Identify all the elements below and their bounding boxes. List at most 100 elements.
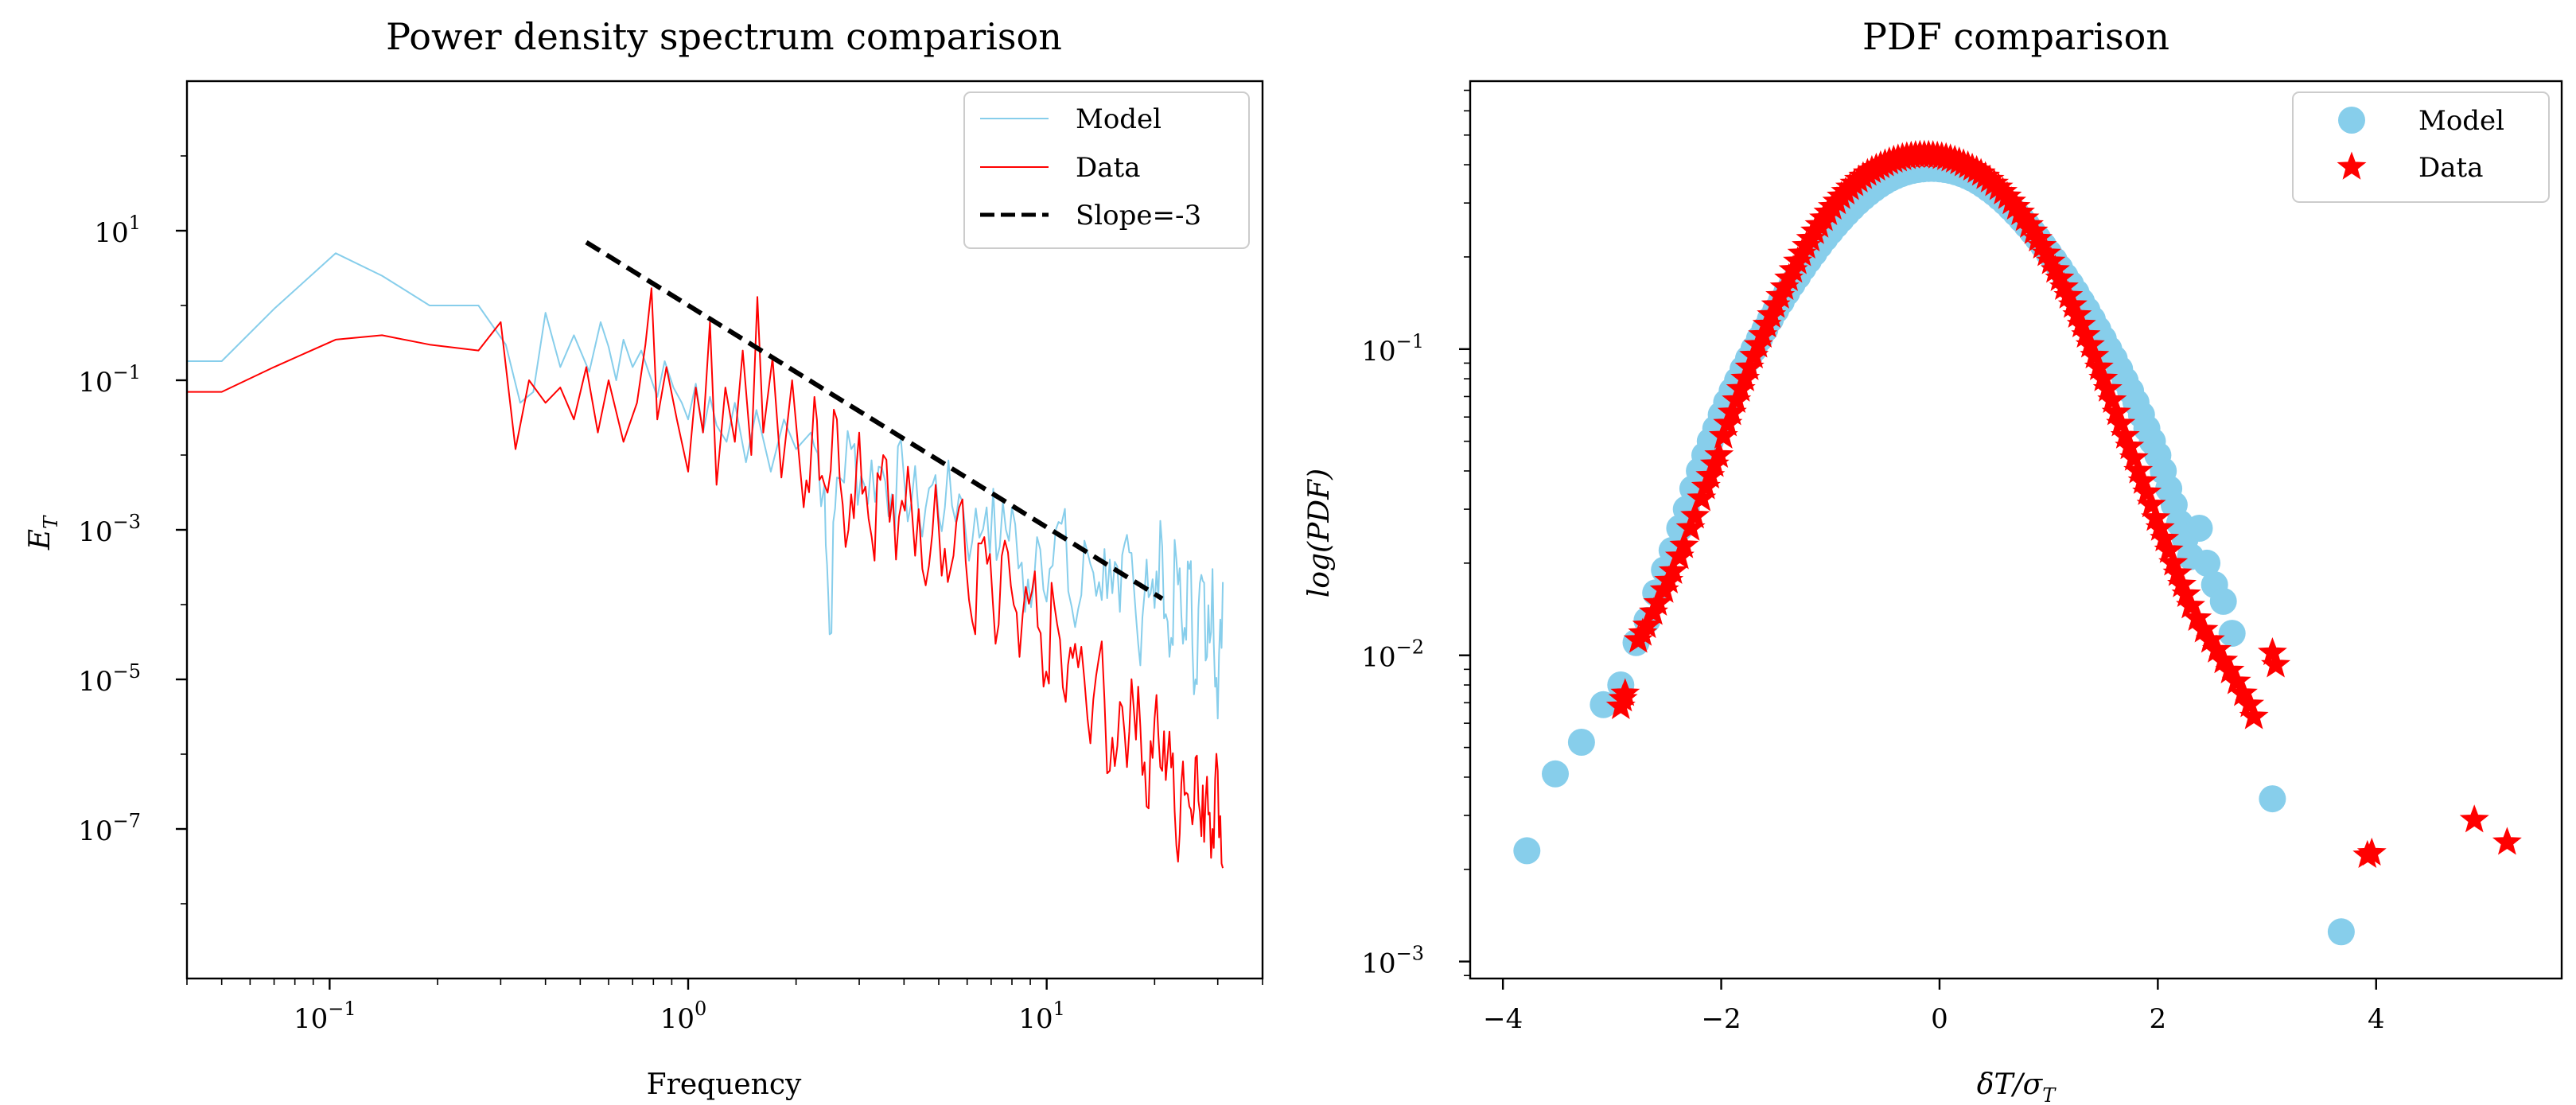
legend-swatch-data — [2337, 151, 2367, 180]
x-tick-label: −2 — [1701, 1003, 1741, 1035]
y-tick-label-base: 10 — [78, 516, 112, 548]
data-point — [2080, 340, 2110, 369]
data-point — [1704, 439, 1734, 469]
model-point — [1513, 837, 1541, 865]
data-point — [2119, 442, 2149, 471]
x-axis-label: δT/σT — [1977, 1068, 2057, 1105]
model-point — [2185, 515, 2213, 542]
data-points — [1605, 139, 2522, 869]
legend: Model Data — [2292, 91, 2550, 203]
legend-box — [963, 91, 1250, 249]
data-point — [2171, 578, 2201, 607]
data-point — [2492, 827, 2522, 855]
x-tick-label: −4 — [1483, 1003, 1523, 1035]
y-tick-label: 10−2 — [1361, 636, 1424, 674]
y-tick-label: 10−3 — [1361, 943, 1424, 980]
model-points — [1513, 154, 2355, 946]
model-point — [1567, 729, 1595, 756]
x-tick-label: 0 — [1931, 1003, 1948, 1035]
data-point — [2176, 590, 2205, 619]
model-point — [2193, 549, 2221, 577]
legend-label-slope: Slope=-3 — [1076, 200, 1201, 232]
data-point — [2162, 558, 2193, 586]
data-point — [2182, 602, 2212, 632]
y-tick-label: 10−7 — [78, 810, 141, 847]
model-point — [1590, 691, 1617, 718]
data-point — [2106, 408, 2136, 437]
y-tick-label-exponent: −3 — [113, 511, 141, 533]
data-point — [1610, 678, 1640, 706]
y-axis-label-main: E — [24, 529, 56, 551]
x-axis-ticks: 10−1 100 101 — [186, 979, 1263, 1035]
x-tick-label: 10−1 — [294, 998, 356, 1035]
y-tick-label-base: 10 — [1361, 948, 1395, 980]
y-tick-label: 10−1 — [1361, 330, 1424, 368]
y-tick-label-exponent: 1 — [129, 212, 141, 234]
data-point — [2115, 431, 2145, 460]
data-point — [2459, 804, 2489, 833]
x-tick-label-base: 10 — [294, 1003, 328, 1035]
data-point — [2092, 373, 2123, 402]
y-axis-ticks: 10−110−210−3 — [1361, 89, 1470, 980]
y-tick-label-exponent: −1 — [113, 361, 141, 383]
y-tick-label-exponent: −2 — [1396, 636, 1424, 659]
chart-title: PDF comparison — [1862, 15, 2169, 58]
x-tick-label: 2 — [2150, 1003, 2167, 1035]
chart-title: Power density spectrum comparison — [386, 15, 1062, 58]
x-axis-label-subscript: T — [2042, 1084, 2057, 1105]
model-point — [2209, 587, 2237, 615]
y-tick-label: 10−5 — [78, 660, 141, 698]
data-point — [2136, 489, 2166, 518]
y-tick-label: 10−3 — [78, 511, 141, 548]
y-tick-label-exponent: −1 — [1396, 330, 1424, 352]
data-point — [2097, 384, 2127, 413]
y-tick-label-base: 10 — [78, 666, 112, 698]
y-tick-label-exponent: −3 — [1396, 943, 1424, 965]
data-point — [2261, 649, 2291, 678]
pdf-series-group — [1513, 139, 2522, 946]
x-tick-label-base: 10 — [1018, 1003, 1053, 1035]
spectrum-series-group — [187, 240, 1224, 869]
slope-reference-line — [585, 240, 1164, 601]
y-tick-label: 101 — [94, 212, 141, 249]
model-point — [2218, 620, 2246, 648]
y-axis-label-subscript: T — [40, 515, 62, 529]
x-tick-label: 101 — [1018, 998, 1065, 1035]
legend-label-model: Model — [2418, 105, 2504, 137]
y-axis-label: log(PDF) — [1303, 469, 1336, 597]
y-tick-label-base: 10 — [94, 217, 128, 249]
data-point — [2239, 701, 2269, 730]
model-spectrum-line — [187, 252, 1224, 720]
model-point — [2327, 918, 2355, 946]
data-point — [1669, 530, 1699, 558]
pdf-chart: PDF comparison −4 −2 0 2 4 10−110−210−3 δT/σ… — [1303, 15, 2563, 1105]
y-tick-label-base: 10 — [78, 815, 112, 847]
model-point — [2259, 785, 2286, 813]
model-point — [1542, 760, 1569, 788]
power-spectrum-chart: Power density spectrum comparison 10−1 10… — [24, 15, 1264, 1101]
y-tick-label-base: 10 — [1361, 336, 1395, 368]
x-tick-label-exponent: 0 — [695, 998, 706, 1020]
x-axis-label: Frequency — [647, 1068, 802, 1101]
y-tick-label-exponent: −5 — [113, 660, 141, 683]
y-tick-label-exponent: −7 — [113, 810, 141, 832]
data-point — [2221, 666, 2251, 695]
data-point — [2235, 689, 2265, 718]
legend-label-data: Data — [2418, 152, 2483, 184]
x-tick-label-exponent: −1 — [328, 998, 356, 1020]
legend-label-model: Model — [1076, 103, 1162, 135]
data-point — [2150, 523, 2180, 552]
data-point — [2356, 837, 2387, 866]
data-point — [2154, 535, 2184, 563]
legend-label-data: Data — [1076, 152, 1140, 184]
data-spectrum-line — [187, 287, 1224, 869]
data-point — [1680, 500, 1710, 529]
y-tick-label: 10−1 — [78, 361, 141, 399]
plot-frame — [1469, 80, 2563, 980]
y-tick-label-base: 10 — [1361, 642, 1395, 674]
x-tick-label: 4 — [2368, 1003, 2385, 1035]
legend: Model Data Slope=-3 — [963, 91, 1250, 249]
x-axis-label-main: δT/σ — [1977, 1068, 2044, 1101]
